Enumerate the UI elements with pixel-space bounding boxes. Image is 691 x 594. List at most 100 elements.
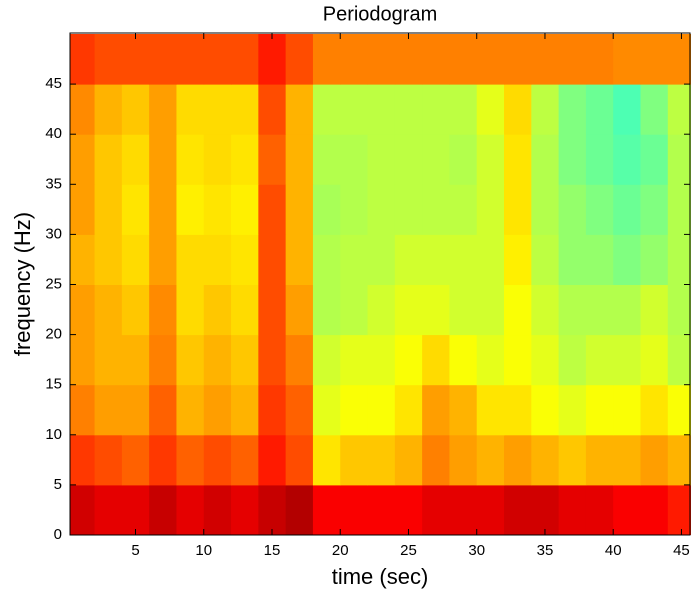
- heatmap-cell: [585, 484, 614, 535]
- heatmap-cell: [340, 134, 369, 185]
- heatmap-cell: [558, 84, 587, 135]
- heatmap-cell: [176, 34, 205, 85]
- heatmap-cell: [531, 84, 560, 135]
- heatmap-cell: [258, 234, 287, 286]
- heatmap-cell: [558, 334, 587, 386]
- heatmap-cell: [667, 384, 691, 436]
- heatmap-cell: [476, 34, 505, 85]
- heatmap-cell: [504, 484, 532, 535]
- heatmap-cell: [94, 184, 123, 235]
- heatmap-cell: [667, 334, 691, 386]
- heatmap-cell: [285, 234, 314, 286]
- heatmap-cell: [312, 134, 341, 185]
- heatmap-cell: [640, 234, 669, 286]
- heatmap-cell: [476, 284, 505, 336]
- x-tick-label: 30: [468, 542, 485, 559]
- heatmap-cell: [203, 484, 232, 535]
- heatmap-cell: [367, 384, 396, 436]
- heatmap-cell: [476, 334, 505, 386]
- heatmap-cell: [367, 34, 396, 85]
- heatmap-cell: [121, 234, 150, 286]
- heatmap-cell: [340, 234, 369, 286]
- heatmap-cell: [667, 34, 691, 85]
- heatmap-cell: [667, 184, 691, 235]
- heatmap-cell: [394, 434, 423, 486]
- x-tick-label: 5: [131, 542, 139, 559]
- heatmap-cell: [585, 134, 614, 185]
- heatmap-cell: [285, 434, 314, 486]
- heatmap-cell: [285, 134, 314, 185]
- heatmap-cell: [504, 434, 532, 486]
- heatmap-cell: [231, 484, 259, 535]
- heatmap-cell: [367, 184, 396, 235]
- heatmap-cell: [149, 384, 177, 436]
- heatmap-cell: [231, 284, 259, 336]
- heatmap-cell: [585, 84, 614, 135]
- y-tick-label: 25: [45, 275, 62, 292]
- heatmap-cell: [121, 284, 150, 336]
- heatmap-cell: [203, 184, 232, 235]
- heatmap-cell: [340, 84, 369, 135]
- heatmap-cell: [312, 384, 341, 436]
- heatmap-cell: [640, 34, 669, 85]
- x-tick-label: 40: [605, 542, 622, 559]
- heatmap-cell: [176, 184, 205, 235]
- heatmap-cell: [258, 34, 287, 85]
- heatmap-cell: [149, 234, 177, 286]
- heatmap-cell: [640, 334, 669, 386]
- heatmap-cell: [94, 384, 123, 436]
- heatmap-cell: [640, 184, 669, 235]
- heatmap-cell: [94, 34, 123, 85]
- heatmap-cell: [285, 84, 314, 135]
- heatmap-cell: [394, 234, 423, 286]
- heatmap-cell: [176, 334, 205, 386]
- heatmap-cell: [558, 434, 587, 486]
- heatmap-cell: [176, 434, 205, 486]
- heatmap-cell: [394, 334, 423, 386]
- heatmap-cell: [258, 334, 287, 386]
- heatmap-cell: [231, 434, 259, 486]
- heatmap-cell: [613, 184, 642, 235]
- heatmap-cell: [176, 284, 205, 336]
- heatmap-cell: [476, 234, 505, 286]
- heatmap-cell: [585, 384, 614, 436]
- heatmap-cell: [613, 284, 642, 336]
- heatmap-cell: [312, 484, 341, 535]
- heatmap-cell: [640, 84, 669, 135]
- heatmap-cell: [394, 284, 423, 336]
- heatmap-cell: [121, 34, 150, 85]
- heatmap-cell: [394, 34, 423, 85]
- heatmap-cell: [121, 184, 150, 235]
- heatmap-cell: [531, 134, 560, 185]
- heatmap-cell: [422, 34, 450, 85]
- heatmap-cell: [203, 334, 232, 386]
- heatmap-cell: [449, 384, 478, 436]
- heatmap-cell: [585, 284, 614, 336]
- heatmap-cell: [613, 334, 642, 386]
- heatmap-cell: [94, 84, 123, 135]
- heatmap-cell: [422, 184, 450, 235]
- heatmap-cell: [667, 284, 691, 336]
- heatmap-cell: [258, 184, 287, 235]
- heatmap-cell: [531, 234, 560, 286]
- heatmap-cell: [504, 334, 532, 386]
- heatmap-cell: [121, 484, 150, 535]
- heatmap-cell: [312, 334, 341, 386]
- heatmap-cell: [667, 134, 691, 185]
- heatmap-cell: [312, 434, 341, 486]
- heatmap-cell: [149, 84, 177, 135]
- heatmap-cell: [531, 484, 560, 535]
- heatmap-cell: [531, 384, 560, 436]
- heatmap-cell: [449, 284, 478, 336]
- heatmap-cell: [340, 184, 369, 235]
- heatmap-cell: [231, 234, 259, 286]
- heatmap-cell: [422, 84, 450, 135]
- heatmap-cell: [558, 184, 587, 235]
- heatmap-cell: [531, 284, 560, 336]
- heatmap-cell: [367, 84, 396, 135]
- heatmap-cell: [94, 334, 123, 386]
- heatmap-cell: [231, 184, 259, 235]
- heatmap-cell: [613, 234, 642, 286]
